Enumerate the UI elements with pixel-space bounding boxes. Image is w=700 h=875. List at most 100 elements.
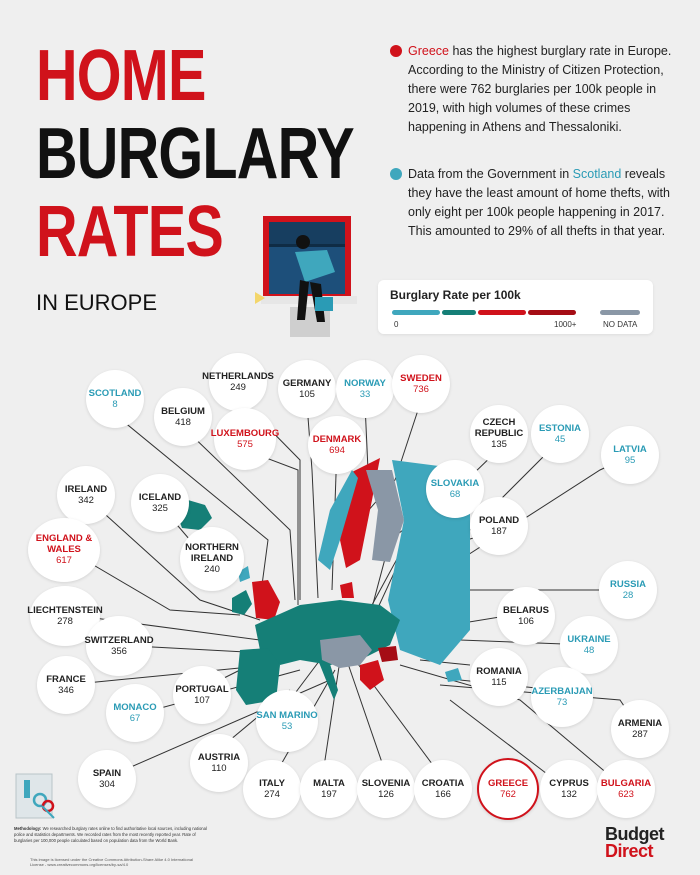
- country-value: 45: [554, 433, 566, 445]
- country-value: 304: [99, 778, 115, 790]
- country-bubble-russia: RUSSIA 28: [599, 561, 657, 619]
- legend: Burglary Rate per 100k 0 1000+ NO DATA: [378, 280, 653, 334]
- fact-greece: Greece has the highest burglary rate in …: [390, 42, 678, 137]
- country-value: 240: [204, 564, 220, 575]
- country-value: 346: [58, 684, 74, 696]
- country-value: 342: [78, 494, 94, 506]
- country-value: 187: [491, 525, 507, 537]
- legend-min-label: 0: [394, 320, 399, 329]
- country-bubble-latvia: LATVIA 95: [601, 426, 659, 484]
- country-name: GREECE: [487, 777, 529, 789]
- country-name: CZECH REPUBLIC: [474, 417, 524, 439]
- country-bubble-azerbaijan: AZERBAIJAN 73: [531, 667, 593, 727]
- country-bubble-switzerland: SWITZERLAND 356: [84, 616, 154, 676]
- title-line-home: HOME: [36, 36, 206, 116]
- country-name: SWITZERLAND: [84, 634, 154, 646]
- map-iberia: [236, 648, 280, 705]
- country-value: 278: [57, 615, 73, 627]
- country-bubble-poland: POLAND 187: [470, 497, 528, 555]
- map-norway: [318, 470, 358, 570]
- country-bubble-denmark: DENMARK 694: [308, 416, 366, 474]
- country-bubble-romania: ROMANIA 115: [470, 648, 528, 706]
- country-bubble-san-marino: SAN MARINO 53: [256, 690, 318, 752]
- country-bubble-iceland: ICELAND 325: [131, 474, 189, 532]
- country-bubble-northern-ireland: NORTHERN IRELAND 240: [180, 527, 244, 591]
- country-bubble-malta: MALTA 197: [300, 760, 358, 818]
- map-greece: [360, 660, 384, 690]
- title-line-rates: RATES: [36, 192, 224, 272]
- country-bubble-france: FRANCE 346: [37, 656, 95, 714]
- country-name: POLAND: [478, 514, 520, 526]
- map-caucasus: [445, 668, 462, 682]
- legend-nodata-label: NO DATA: [603, 320, 638, 329]
- country-name: PORTUGAL: [175, 683, 229, 695]
- country-name: ARMENIA: [617, 717, 663, 729]
- country-bubble-spain: SPAIN 304: [78, 750, 136, 808]
- legend-swatch-no-data: [600, 310, 640, 315]
- budget-direct-logo: Budget Direct: [605, 824, 665, 861]
- country-name: MONACO: [113, 701, 157, 713]
- fact-greece-text: has the highest burglary rate in Europe.…: [408, 44, 672, 134]
- country-value: 28: [622, 589, 634, 601]
- methodology-label: Methodology:: [14, 826, 42, 831]
- country-value: 736: [413, 383, 429, 395]
- license-note: This image is licensed under the Creativ…: [30, 857, 193, 867]
- country-bubble-estonia: ESTONIA 45: [531, 405, 589, 463]
- country-name: LUXEMBOURG: [210, 427, 280, 439]
- country-name: AZERBAIJAN: [531, 685, 593, 697]
- country-value: 135: [491, 439, 507, 450]
- country-name: MALTA: [313, 777, 345, 789]
- logo-line2: Direct: [605, 841, 654, 861]
- country-bubble-germany: GERMANY 105: [278, 360, 336, 418]
- country-value: 132: [561, 788, 577, 800]
- country-value: 107: [194, 694, 210, 706]
- country-bubble-bulgaria: BULGARIA 623: [597, 760, 655, 818]
- country-value: 67: [129, 712, 141, 724]
- country-name: NETHERLANDS: [202, 370, 274, 382]
- country-value: 48: [583, 644, 595, 656]
- country-name: ESTONIA: [538, 422, 582, 434]
- fact-scotland: Data from the Government in Scotland rev…: [390, 165, 678, 241]
- country-value: 287: [632, 728, 648, 740]
- country-value: 418: [175, 416, 191, 428]
- country-name: RUSSIA: [610, 578, 646, 590]
- country-value: 274: [264, 788, 280, 800]
- country-value: 197: [321, 788, 337, 800]
- map-england-wales: [252, 580, 280, 620]
- map-bulgaria: [378, 646, 398, 662]
- country-name: ITALY: [259, 777, 285, 789]
- map-denmark: [340, 582, 354, 598]
- legend-max-label: 1000+: [554, 320, 577, 329]
- map-italy: [318, 660, 338, 700]
- legend-swatch-mid-high: [478, 310, 526, 315]
- map-scotland: [238, 566, 250, 582]
- subtitle: IN EUROPE: [36, 290, 158, 315]
- methodology-note: Methodology: We researched burglary rate…: [14, 826, 214, 844]
- country-bubble-italy: ITALY 274: [243, 760, 301, 818]
- country-name: IRELAND: [64, 483, 108, 495]
- country-bubble-liechtenstein: LIECHTENSTEIN 278: [27, 586, 103, 646]
- country-name: SCOTLAND: [88, 387, 142, 399]
- country-name: ENGLAND & WALES: [35, 533, 93, 555]
- country-name: ICELAND: [138, 491, 182, 503]
- logo-line1: Budget: [605, 824, 665, 844]
- country-name: BULGARIA: [600, 777, 652, 789]
- country-value: 106: [518, 615, 534, 627]
- country-value: 73: [556, 696, 568, 708]
- country-bubble-cyprus: CYPRUS 132: [540, 760, 598, 818]
- country-name: CROATIA: [421, 777, 465, 789]
- fact-greece-highlight: Greece: [408, 44, 449, 58]
- country-value: 53: [281, 720, 293, 732]
- country-name: BELGIUM: [161, 405, 205, 417]
- country-bubble-greece: GREECE 762: [477, 758, 539, 820]
- country-name: NORWAY: [344, 377, 386, 389]
- country-bubble-czech-republic: CZECH REPUBLIC 135: [470, 405, 528, 463]
- red-dot-icon: [390, 45, 402, 57]
- title-line-burglary: BURGLARY: [36, 114, 355, 194]
- country-name: FRANCE: [46, 673, 86, 685]
- fact-scotland-text: reveals they have the least amount of ho…: [408, 167, 670, 238]
- country-value: 249: [230, 381, 246, 393]
- country-value: 694: [329, 444, 345, 456]
- map-ireland: [232, 590, 252, 615]
